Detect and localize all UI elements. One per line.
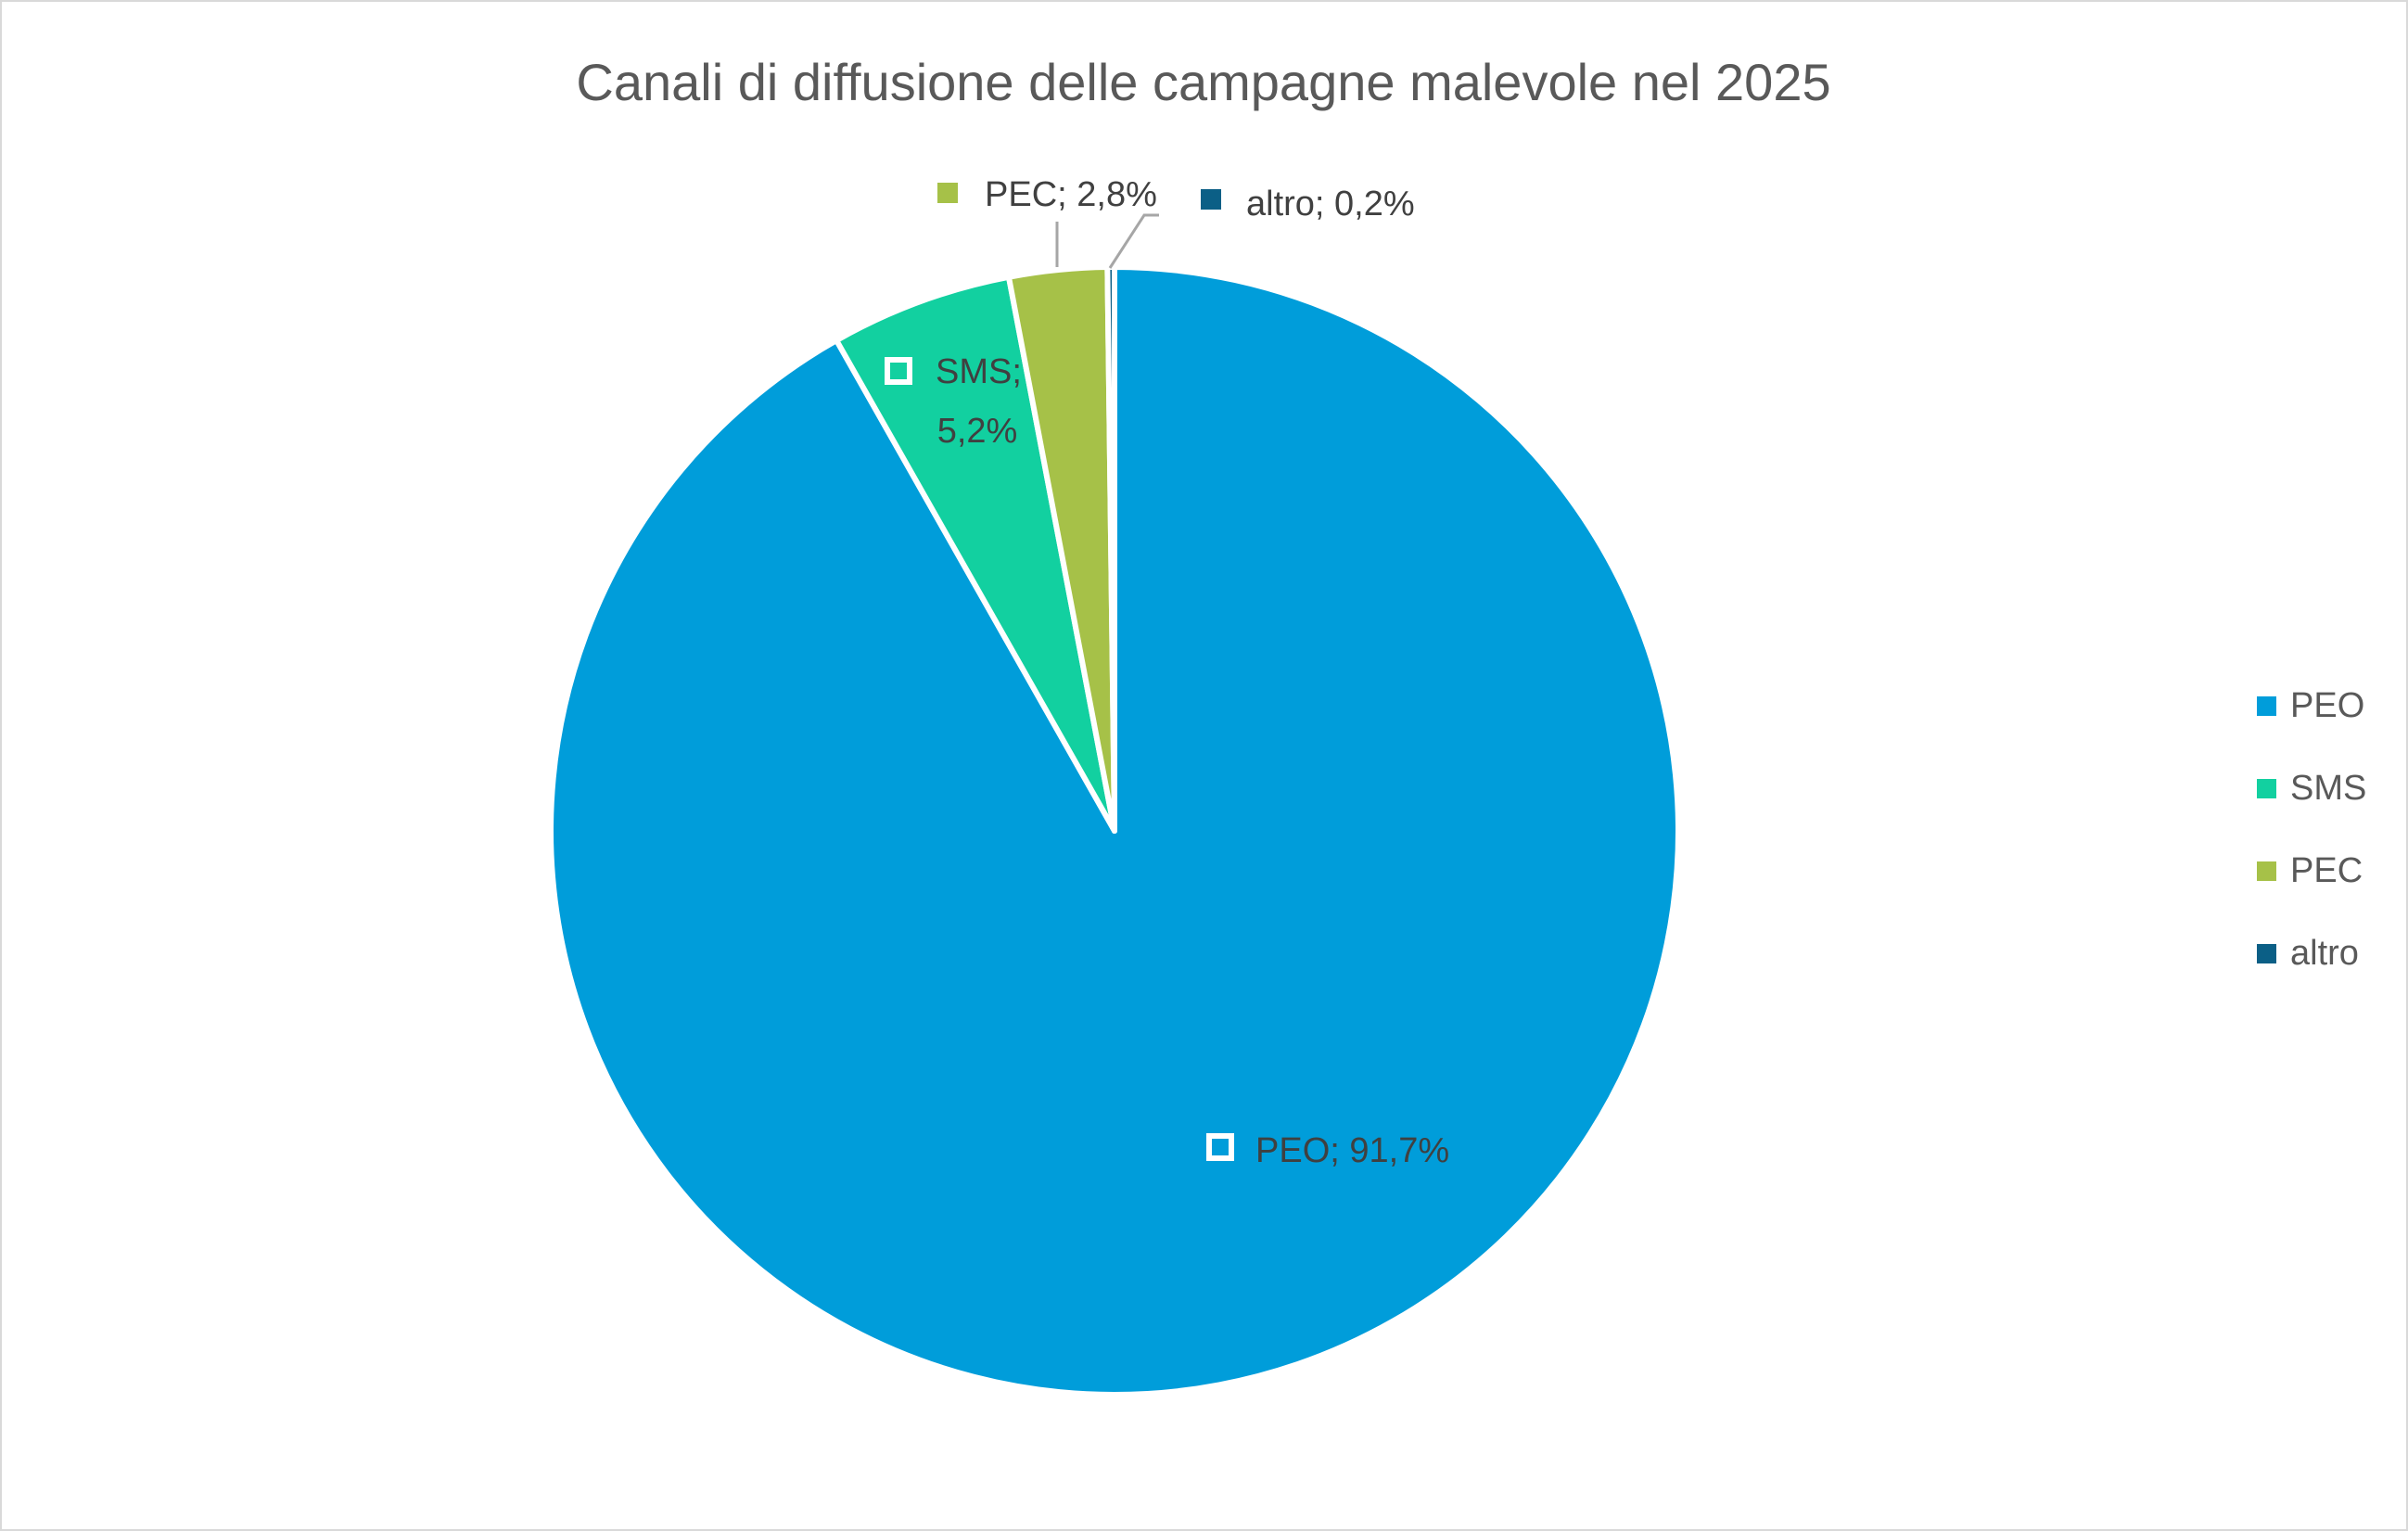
data-label-sms-line1: SMS;	[936, 352, 1022, 391]
legend-swatch-altro	[2257, 944, 2276, 963]
data-label-sms-marker	[885, 357, 912, 385]
legend-swatch-pec	[2257, 861, 2276, 881]
data-label-pec: PEC; 2,8%	[937, 175, 1157, 214]
data-label-pec-text: PEC; 2,8%	[985, 175, 1157, 214]
legend-swatch-peo	[2257, 696, 2276, 716]
legend-label-peo: PEO	[2290, 686, 2364, 725]
data-label-peo-marker	[1206, 1133, 1234, 1161]
legend-label-altro: altro	[2290, 934, 2359, 973]
legend-item-altro: altro	[2257, 934, 2359, 973]
legend-swatch-sms	[2257, 779, 2276, 798]
legend: PEO SMS PEC altro	[2257, 686, 2366, 973]
chart-title: Canali di diffusione delle campagne male…	[576, 53, 1830, 111]
data-label-altro-text: altro; 0,2%	[1246, 185, 1415, 223]
legend-label-sms: SMS	[2290, 769, 2366, 808]
legend-item-peo: PEO	[2257, 686, 2364, 725]
leader-line-altro	[1108, 213, 1159, 269]
data-label-pec-marker	[937, 183, 958, 203]
data-label-peo: PEO; 91,7%	[1206, 1131, 1449, 1170]
legend-item-pec: PEC	[2257, 851, 2363, 890]
pie-slices	[548, 263, 1681, 1397]
data-label-peo-text: PEO; 91,7%	[1255, 1131, 1449, 1170]
legend-item-sms: SMS	[2257, 769, 2366, 808]
pie-slice-sms	[834, 274, 1117, 834]
data-label-sms-line2: 5,2%	[937, 412, 1018, 451]
legend-label-pec: PEC	[2290, 851, 2363, 890]
data-label-altro: altro; 0,2%	[1201, 185, 1415, 223]
data-label-altro-marker	[1201, 189, 1221, 210]
data-label-sms: SMS; 5,2%	[885, 352, 1022, 451]
